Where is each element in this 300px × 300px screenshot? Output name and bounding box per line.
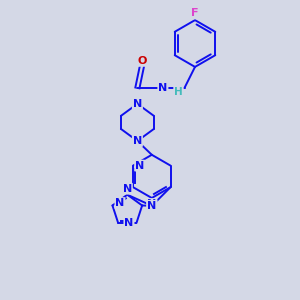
- Text: N: N: [147, 201, 157, 211]
- Text: N: N: [147, 199, 156, 209]
- Text: N: N: [158, 83, 167, 93]
- Text: N: N: [123, 184, 132, 194]
- Text: H: H: [174, 87, 183, 98]
- Text: N: N: [124, 218, 134, 228]
- Text: N: N: [133, 99, 142, 109]
- Text: N: N: [115, 198, 124, 208]
- Text: N: N: [135, 160, 144, 171]
- Text: F: F: [191, 8, 199, 19]
- Text: O: O: [137, 56, 147, 66]
- Text: N: N: [133, 136, 142, 146]
